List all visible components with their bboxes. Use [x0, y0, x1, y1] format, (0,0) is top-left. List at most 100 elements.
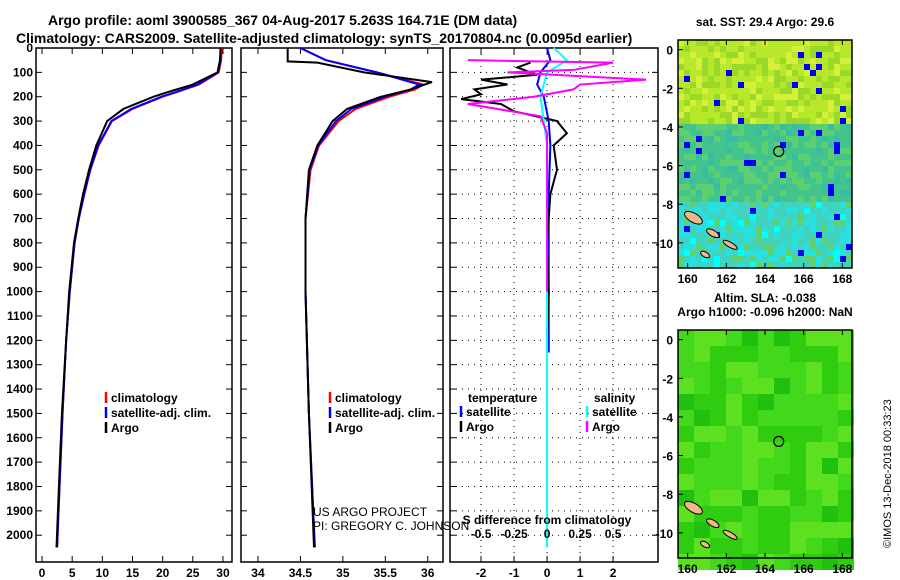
map-cell [774, 214, 780, 220]
map-cell [840, 76, 846, 82]
map-cell [804, 244, 810, 250]
map-cell [708, 76, 714, 82]
map-cell [806, 362, 822, 378]
map-cell [756, 238, 762, 244]
map-cell [846, 178, 852, 184]
map-cell [750, 262, 756, 268]
map-cell [834, 190, 840, 196]
map-cell [804, 100, 810, 106]
map-cell [678, 76, 684, 82]
map-cell [720, 130, 726, 136]
map-cell [726, 458, 742, 474]
map-cell [732, 184, 738, 190]
map-cell [732, 130, 738, 136]
map-cell [828, 46, 834, 52]
map-cell [810, 118, 816, 124]
map-cell [720, 82, 726, 88]
map-cell [738, 94, 744, 100]
map-cell [840, 88, 846, 94]
map-cell [822, 442, 838, 458]
map-cell [732, 94, 738, 100]
copyright-label: ©IMOS 13-Dec-2018 00:33:23 [882, 399, 894, 548]
map-cell [756, 166, 762, 172]
map-cell [810, 100, 816, 106]
map-cell [768, 190, 774, 196]
map-cell [720, 208, 726, 214]
map-cell [828, 262, 834, 268]
map-cell [732, 166, 738, 172]
map-cell [720, 214, 726, 220]
map-cell [822, 118, 828, 124]
map-cell [804, 154, 810, 160]
map-cell [742, 426, 758, 442]
map-cell [708, 46, 714, 52]
lat-tick-label: -10 [656, 527, 674, 541]
map-cell [804, 178, 810, 184]
map-cell [792, 142, 798, 148]
map-cell [744, 226, 750, 232]
map-cell [684, 136, 690, 142]
map-cell [840, 82, 846, 88]
map-cell [684, 160, 690, 166]
map-cell [714, 220, 720, 226]
map-cell [758, 426, 774, 442]
map-cell [742, 474, 758, 490]
map-cell [756, 106, 762, 112]
map-cell [750, 106, 756, 112]
map-cell [758, 474, 774, 490]
map-cell [732, 190, 738, 196]
map-cell [678, 64, 684, 70]
map-cell [786, 142, 792, 148]
map-cell [846, 250, 852, 256]
map-cell [702, 220, 708, 226]
map-cell [810, 124, 816, 130]
map-cell [708, 58, 714, 64]
map-cell [816, 130, 822, 136]
map-cell [786, 262, 792, 268]
x-tick-label: 25 [186, 566, 200, 580]
y-tick-label: 1100 [7, 309, 33, 323]
y-tick-label: 200 [13, 90, 33, 104]
map-cell [792, 184, 798, 190]
map-cell [798, 124, 804, 130]
map-cell [678, 88, 684, 94]
map-cell [840, 154, 846, 160]
map-cell [834, 262, 840, 268]
y-tick-label: 400 [13, 138, 33, 152]
map-cell [780, 190, 786, 196]
map-cell [774, 106, 780, 112]
map-cell [816, 232, 822, 238]
map-cell [726, 330, 742, 346]
map-cell [756, 52, 762, 58]
map-cell [780, 232, 786, 238]
map-cell [708, 196, 714, 202]
s-tick-label: 0 [544, 527, 551, 541]
map-cell [710, 490, 726, 506]
map-cell [774, 256, 780, 262]
island-shape [700, 540, 711, 549]
map-cell [732, 172, 738, 178]
map-cell [822, 256, 828, 262]
map-cell [790, 506, 806, 522]
x-tick-label: 0 [544, 566, 551, 580]
map-cell [732, 256, 738, 262]
map-cell [774, 262, 780, 268]
map-cell [708, 82, 714, 88]
map-cell [816, 88, 822, 94]
map-cell [756, 142, 762, 148]
map-cell [786, 238, 792, 244]
map-cell [828, 226, 834, 232]
map-cell [744, 190, 750, 196]
map-cell [696, 178, 702, 184]
map-cell [780, 172, 786, 178]
map-cell [714, 256, 720, 262]
map-cell [786, 136, 792, 142]
map-cell [744, 178, 750, 184]
map-cell [738, 76, 744, 82]
map-cell [792, 214, 798, 220]
map-cell [816, 46, 822, 52]
map-cell [804, 256, 810, 262]
map-cell [696, 226, 702, 232]
map-cell [804, 232, 810, 238]
map-cell [726, 178, 732, 184]
